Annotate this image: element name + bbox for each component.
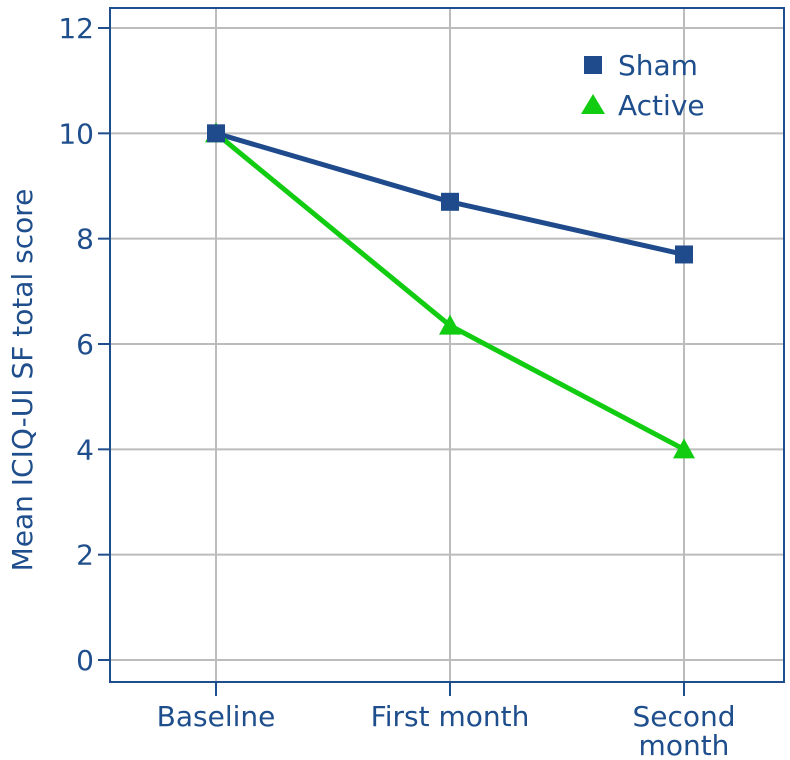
data-point-sham xyxy=(441,192,459,211)
y-tick-label: 6 xyxy=(76,328,94,361)
legend: Sham Active xyxy=(581,49,705,122)
x-category-label: Second xyxy=(632,700,735,733)
y-tick-label: 2 xyxy=(76,539,94,572)
x-category-label: month xyxy=(639,729,730,760)
data-point-sham xyxy=(675,245,693,264)
y-axis-title: Mean ICIQ-UI SF total score xyxy=(6,189,39,572)
data-point-sham xyxy=(207,124,225,143)
legend-label-active: Active xyxy=(618,89,705,122)
legend-swatch-active xyxy=(581,94,605,114)
y-tick-label: 12 xyxy=(58,12,94,45)
x-category-label: First month xyxy=(371,700,530,733)
tick-layer xyxy=(98,27,685,696)
legend-label-sham: Sham xyxy=(618,49,698,82)
legend-swatch-sham xyxy=(584,56,602,74)
data-point-active xyxy=(439,314,461,335)
y-tick-label: 4 xyxy=(76,433,94,466)
series-layer xyxy=(205,122,695,459)
data-point-active xyxy=(673,438,695,459)
y-tick-label: 0 xyxy=(76,644,94,677)
y-tick-label: 8 xyxy=(76,223,94,256)
y-tick-label: 10 xyxy=(58,117,94,150)
x-category-label: Baseline xyxy=(157,700,276,733)
